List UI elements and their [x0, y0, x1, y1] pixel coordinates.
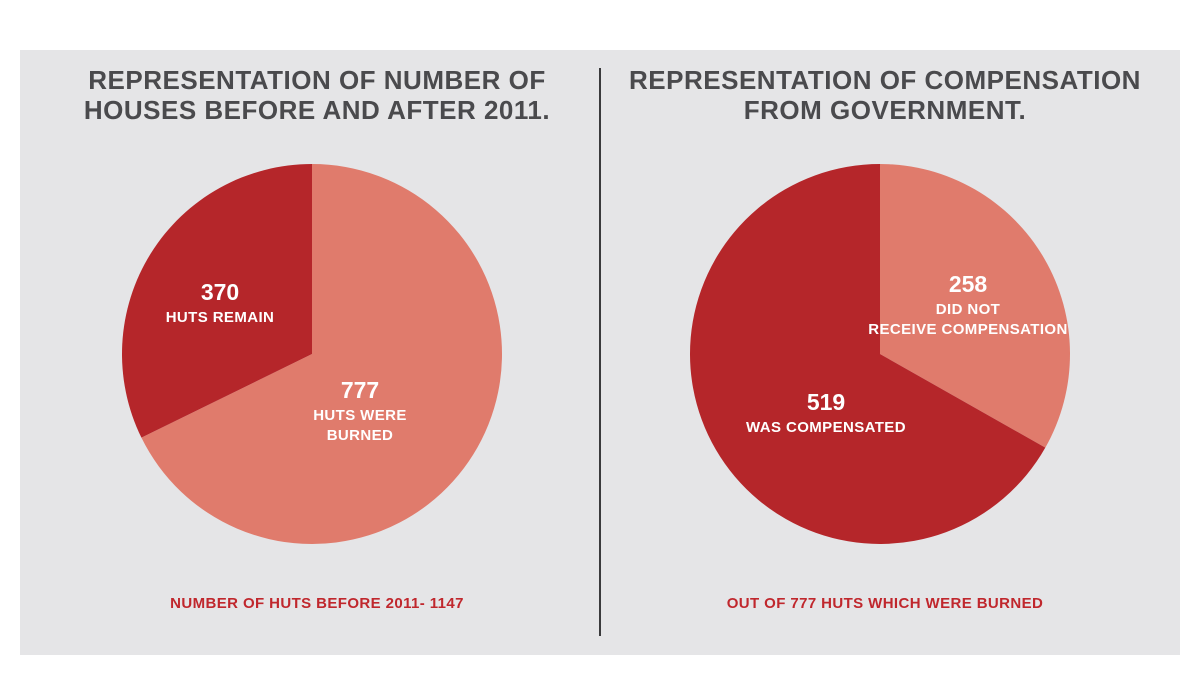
slice-category-label: DID NOT RECEIVE COMPENSATION [868, 301, 1067, 338]
chart-footer-houses: NUMBER OF HUTS BEFORE 2011- 1147 [170, 595, 464, 612]
slice-value-label: 258 [949, 271, 988, 297]
slice-value-label: 370 [201, 279, 239, 305]
chart-title-houses: REPRESENTATION OF NUMBER OF HOUSES BEFOR… [83, 65, 551, 125]
slice-value-label: 519 [807, 389, 845, 415]
pie-slice-remain [122, 164, 312, 438]
chart-footer-compensation: OUT OF 777 HUTS WHICH WERE BURNED [726, 595, 1044, 612]
pie-slice-burned [141, 164, 503, 544]
pie-slice-not-compensated [880, 164, 1070, 448]
slice-value-label: 777 [341, 377, 379, 403]
panel-divider [599, 68, 601, 636]
pie-slice-compensated [689, 164, 1046, 545]
chart-title-compensation: REPRESENTATION OF COMPENSATION FROM GOVE… [629, 65, 1141, 125]
slice-category-label: HUTS REMAIN [166, 309, 275, 326]
slice-category-label: WAS COMPENSATED [746, 419, 906, 436]
slice-category-label: HUTS WERE BURNED [313, 407, 407, 444]
